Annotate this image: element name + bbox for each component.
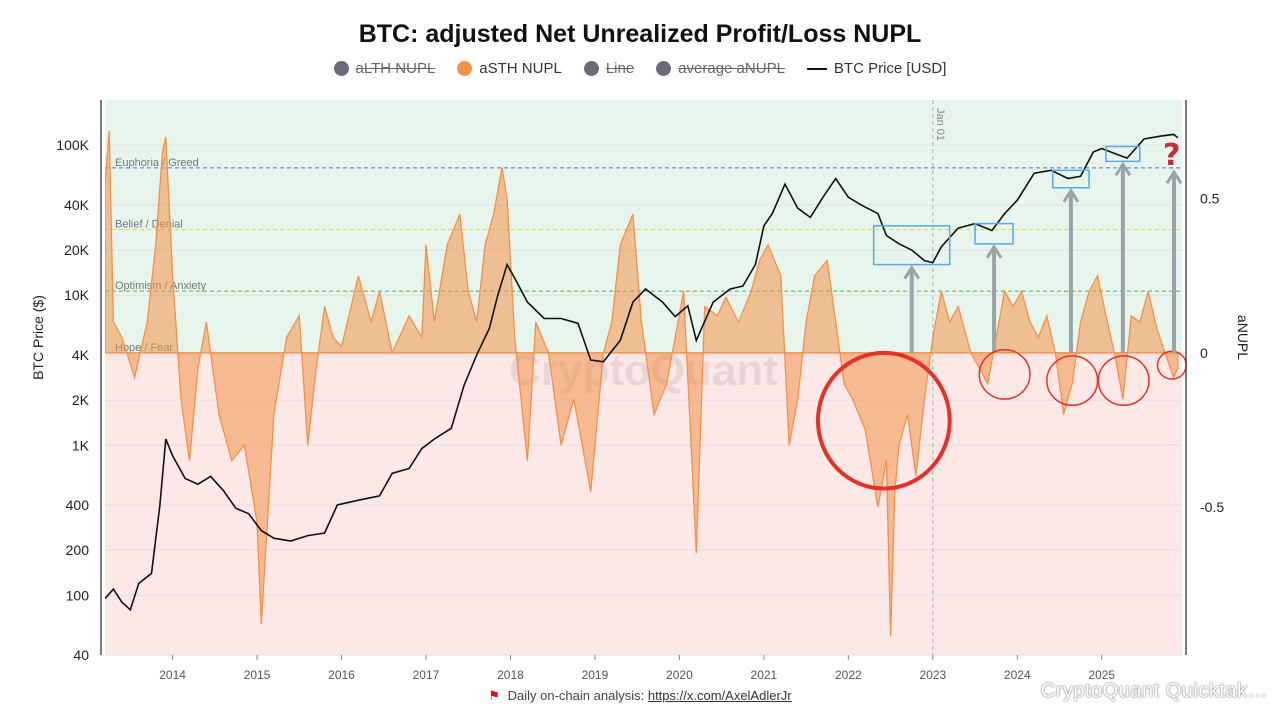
legend-label: aSTH NUPL	[479, 60, 562, 77]
x-tick-label: 2014	[159, 668, 186, 682]
right-tick-label: 0.5	[1200, 191, 1220, 207]
legend-item-alth-nupl[interactable]: aLTH NUPL	[333, 60, 436, 77]
legend: aLTH NUPL aSTH NUPL Line average aNUPL BTC P…	[0, 60, 1280, 77]
legend-item-asth-nupl[interactable]: aSTH NUPL	[457, 60, 562, 77]
x-tick-label: 2015	[244, 668, 271, 682]
x-tick-label: 2016	[328, 668, 355, 682]
x-tick-label: 2018	[497, 668, 524, 682]
asth-nupl-area	[105, 130, 1179, 637]
left-tick-label: 100K	[56, 137, 89, 153]
bottom-circle	[815, 350, 952, 491]
left-tick-label: 400	[66, 497, 90, 513]
quicktake-watermark: CryptoQuant Quicktak…	[1040, 680, 1268, 702]
right-tick-label: 0	[1200, 345, 1208, 361]
question-mark: ?	[1163, 138, 1180, 173]
bottom-circle	[1097, 355, 1150, 407]
legend-item-line[interactable]: Line	[583, 60, 635, 77]
legend-line-marker	[806, 67, 827, 70]
left-tick-label: 2K	[72, 392, 90, 408]
flag-icon: ⚑	[488, 688, 501, 703]
left-tick-label: 4K	[72, 347, 90, 363]
highlight-box	[974, 222, 1014, 245]
left-tick-label: 20K	[64, 242, 90, 258]
left-tick-label: 200	[66, 542, 90, 558]
footer-link[interactable]: https://x.com/AxelAdlerJr	[647, 688, 792, 703]
legend-dot-marker	[656, 61, 672, 76]
x-tick-label: 2020	[666, 668, 693, 682]
right-axis-title: aNUPL	[1235, 315, 1251, 360]
bottom-circle	[1046, 355, 1099, 407]
highlight-box	[1105, 145, 1141, 163]
left-tick-label: 10K	[64, 287, 90, 303]
up-arrow-head	[985, 244, 1003, 259]
chart-title: BTC: adjusted Net Unrealized Profit/Loss…	[358, 20, 922, 48]
legend-item-btc-price-usd[interactable]: BTC Price [USD]	[806, 60, 947, 77]
x-tick-label: 2017	[413, 668, 440, 682]
legend-dot-marker	[333, 61, 349, 76]
up-arrow-head	[1165, 169, 1183, 184]
zone-label: Belief / Denial	[115, 219, 183, 231]
x-tick-label: 2019	[582, 668, 609, 682]
x-tick-label: 2021	[751, 668, 778, 682]
right-tick-label: -0.5	[1200, 499, 1224, 515]
legend-item-average-anupl[interactable]: average aNUPL	[656, 60, 785, 77]
legend-label: aLTH NUPL	[355, 60, 436, 77]
legend-label: average aNUPL	[678, 60, 785, 77]
legend-dot-marker	[583, 61, 599, 76]
footer-text: Daily on-chain analysis:	[507, 688, 645, 703]
jan-01-label: Jan 01	[934, 108, 946, 141]
left-axis-title: BTC Price ($)	[30, 295, 46, 380]
highlight-box	[1052, 169, 1090, 189]
footer: ⚑ Daily on-chain analysis: https://x.com…	[0, 688, 1280, 704]
negative-zone-bg	[105, 352, 1182, 655]
x-tick-label: 2022	[835, 668, 862, 682]
x-tick-label: 2024	[1004, 668, 1031, 682]
up-arrow-head	[1062, 187, 1080, 203]
highlight-box	[872, 225, 951, 266]
legend-dot-marker	[457, 61, 473, 76]
x-tick-label: 2023	[919, 668, 946, 682]
x-tick-label: 2025	[1088, 668, 1115, 682]
up-arrow-head	[1114, 161, 1132, 177]
zone-label: Euphoria / Greed	[115, 157, 199, 169]
left-tick-label: 100	[66, 587, 90, 603]
left-tick-label: 1K	[72, 437, 90, 453]
up-arrow-head	[903, 264, 920, 280]
left-tick-label: 40	[73, 647, 89, 663]
bottom-circle	[978, 349, 1031, 400]
btc-price-line	[105, 133, 1179, 612]
legend-label: Line	[605, 60, 635, 77]
left-tick-label: 40K	[64, 197, 90, 213]
legend-label: BTC Price [USD]	[833, 60, 947, 77]
